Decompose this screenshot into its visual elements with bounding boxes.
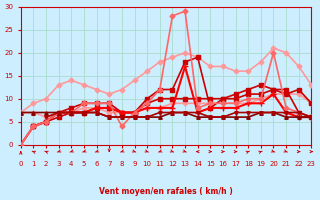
X-axis label: Vent moyen/en rafales ( km/h ): Vent moyen/en rafales ( km/h )	[99, 187, 233, 196]
